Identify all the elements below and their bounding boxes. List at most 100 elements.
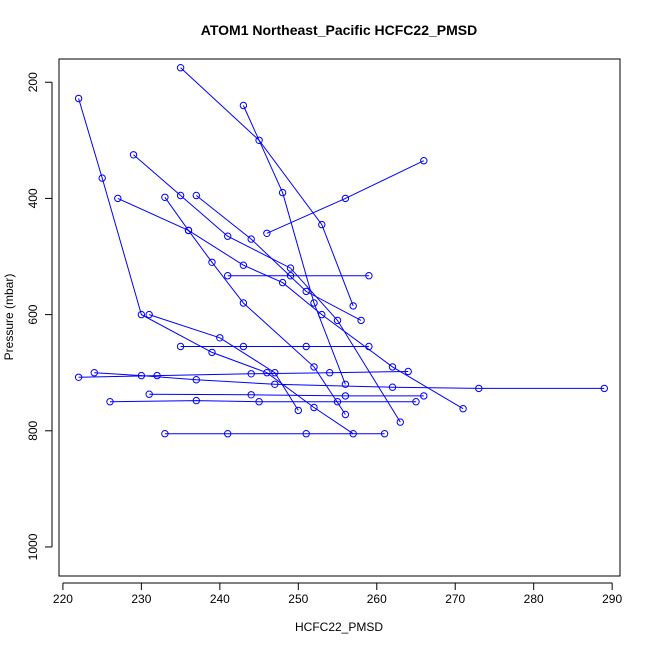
- data-point: [216, 334, 224, 342]
- data-point: [302, 430, 310, 438]
- x-tick-label: 250: [288, 592, 308, 606]
- x-tick-label: 260: [367, 592, 387, 606]
- data-point: [129, 151, 138, 159]
- profile-line: [133, 154, 401, 423]
- data-point: [412, 398, 420, 406]
- data-point: [145, 390, 153, 398]
- data-point: [161, 193, 169, 202]
- data-point: [153, 371, 161, 380]
- data-point: [239, 101, 248, 110]
- x-tick-label: 290: [602, 592, 622, 606]
- data-point: [310, 403, 318, 412]
- y-tick-label: 800: [26, 420, 40, 440]
- data-point: [600, 384, 608, 393]
- data-point: [255, 136, 263, 145]
- profile-line: [149, 314, 299, 411]
- data-point: [341, 392, 350, 400]
- data-point: [286, 264, 295, 272]
- data-point: [341, 194, 350, 203]
- data-point: [263, 369, 271, 377]
- data-point: [341, 380, 350, 388]
- profile-line: [78, 371, 409, 378]
- data-point: [294, 406, 302, 415]
- y-axis: 200 400 600 800 1000: [26, 72, 53, 560]
- profile-line: [109, 400, 416, 403]
- data-point: [326, 369, 334, 377]
- data-point: [247, 370, 255, 378]
- data-point: [239, 299, 248, 307]
- x-tick-label: 230: [131, 592, 151, 606]
- data-point: [365, 342, 373, 351]
- data-point: [137, 310, 146, 319]
- data-point: [98, 174, 106, 182]
- data-point: [255, 398, 263, 406]
- data-point: [176, 64, 185, 72]
- profile-line: [117, 197, 464, 410]
- data-point: [278, 188, 287, 197]
- data-point: [145, 310, 153, 319]
- data-point: [341, 410, 350, 419]
- data-point: [333, 316, 342, 325]
- data-point: [380, 430, 389, 438]
- data-point: [192, 376, 201, 384]
- data-point: [176, 191, 185, 200]
- series-group: [74, 64, 608, 438]
- chart-title: ATOM1 Northeast_Pacific HCFC22_PMSD: [201, 22, 477, 38]
- x-axis: 220 230 240 250 260 270 280 290: [53, 582, 622, 606]
- data-point: [208, 348, 216, 357]
- y-tick-label: 1000: [26, 533, 40, 560]
- data-point: [239, 261, 248, 269]
- y-tick-label: 200: [26, 72, 40, 92]
- data-point: [247, 391, 255, 399]
- data-point: [106, 398, 114, 406]
- data-point: [318, 220, 326, 229]
- data-point: [184, 226, 193, 235]
- data-point: [239, 342, 248, 351]
- plot-area: [58, 58, 621, 577]
- data-point: [349, 302, 357, 310]
- x-tick-label: 240: [210, 592, 230, 606]
- data-point: [208, 258, 216, 266]
- profile-line: [78, 98, 354, 435]
- x-tick-label: 220: [53, 592, 73, 606]
- data-point: [333, 398, 342, 406]
- x-tick-label: 280: [524, 592, 544, 606]
- profile-line: [266, 160, 425, 234]
- data-point: [176, 342, 185, 351]
- data-point: [224, 272, 232, 280]
- data-point: [263, 229, 271, 238]
- data-point: [396, 418, 404, 426]
- data-point: [161, 430, 169, 438]
- profile-line: [195, 195, 362, 321]
- y-tick-label: 600: [26, 304, 40, 324]
- data-point: [475, 384, 483, 393]
- data-point: [271, 369, 279, 377]
- data-point: [302, 287, 310, 296]
- data-point: [90, 369, 99, 377]
- data-point: [310, 363, 318, 371]
- data-point: [192, 396, 201, 405]
- x-axis-label: HCFC22_PMSD: [295, 620, 383, 634]
- profile-line: [164, 197, 346, 415]
- data-point: [459, 405, 467, 413]
- data-point: [420, 157, 428, 165]
- data-point: [278, 278, 287, 287]
- data-point: [224, 430, 232, 438]
- data-point: [271, 380, 279, 388]
- data-point: [365, 272, 373, 280]
- data-point: [74, 373, 83, 381]
- data-point: [302, 342, 310, 351]
- data-point: [286, 272, 295, 280]
- data-point: [388, 383, 397, 391]
- data-point: [224, 232, 232, 240]
- profile-line: [242, 105, 346, 385]
- data-point: [357, 316, 365, 325]
- profile-line: [180, 67, 354, 307]
- x-tick-label: 270: [445, 592, 465, 606]
- data-point: [420, 392, 428, 400]
- data-point: [404, 367, 412, 376]
- y-tick-label: 400: [26, 188, 40, 208]
- data-point: [192, 191, 201, 200]
- data-point: [74, 94, 83, 103]
